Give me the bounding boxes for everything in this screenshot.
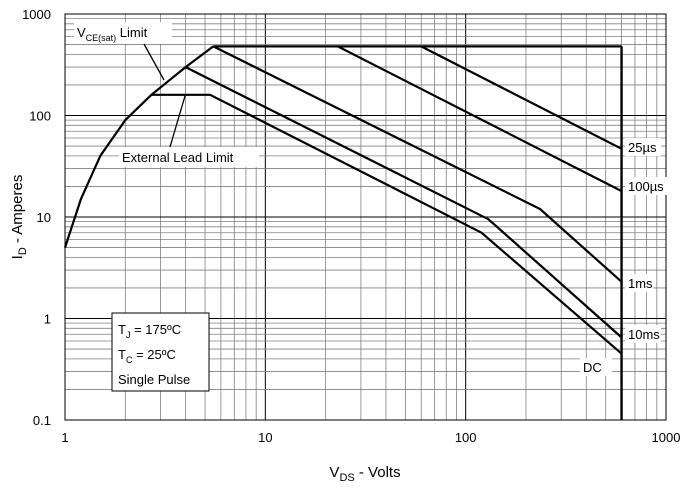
condition-tc: TC = 25ºC: [118, 347, 176, 365]
curve-label: 100µs: [628, 179, 664, 194]
curve-10ms: [185, 66, 623, 339]
curve-label: 10ms: [628, 327, 660, 342]
y-tick-label: 10: [37, 210, 51, 225]
x-axis-title: VDS - Volts: [329, 464, 400, 484]
x-axis-title-sub: DS: [339, 472, 354, 484]
y-axis-title-sub: D: [17, 247, 29, 255]
curve-label-bg: [580, 358, 612, 376]
curve-label-bg: [625, 177, 669, 195]
curve-label-bg: [625, 274, 653, 292]
condition-tj: TJ = 175ºC: [118, 322, 181, 340]
condition-pulse: Single Pulse: [118, 372, 190, 387]
condition-tj-sub: J: [126, 330, 131, 340]
y-tick-label: 0.1: [33, 413, 51, 428]
y-axis-title-rest: - Amperes: [9, 175, 26, 248]
y-axis-title-main: I: [9, 255, 26, 259]
vce-sat-main: V: [77, 25, 86, 40]
y-tick-label: 100: [29, 109, 51, 124]
x-tick-label: 1000: [652, 430, 681, 445]
lead-limit-label: External Lead Limit: [122, 150, 234, 165]
curve-label-group: 25µs 100µs 1ms 10ms DC: [580, 138, 669, 376]
vce-sat-label-bg: [74, 22, 172, 44]
plot-frame: [64, 13, 667, 421]
curve-label: 1ms: [628, 276, 653, 291]
vce-sat-leader: [143, 43, 165, 81]
condition-tc-sub: C: [126, 355, 133, 365]
condition-tj-rest: = 175ºC: [130, 322, 181, 337]
x-axis-title-main: V: [329, 464, 339, 481]
curve-label-bg: [625, 325, 661, 343]
tick-label-group: 1 10 100 1000 0.1 1 10 100 1000: [22, 7, 680, 445]
condition-tc-rest: = 25ºC: [132, 347, 175, 362]
curve-label: DC: [583, 360, 602, 375]
curve-group: [63, 45, 623, 420]
vce-sat-rest: Limit: [116, 25, 147, 40]
y-tick-label: 1: [44, 312, 51, 327]
curve-25s-segment: [420, 45, 623, 150]
vce-sat-sub: CE(sat): [86, 33, 117, 43]
curve-DC: [151, 93, 623, 355]
x-axis-title-rest: - Volts: [355, 464, 401, 481]
x-tick-label: 100: [455, 430, 477, 445]
condition-tj-main: T: [118, 322, 126, 337]
y-axis-title: ID - Amperes: [9, 175, 29, 260]
curve-label-bg: [625, 138, 661, 156]
curve-label: 25µs: [628, 140, 657, 155]
x-tick-label: 1: [61, 430, 68, 445]
x-tick-label: 10: [258, 430, 272, 445]
lead-limit-label-bg: [119, 147, 259, 167]
curve-1ms: [212, 45, 623, 283]
vce-sat-label: VCE(sat) Limit: [77, 25, 148, 43]
y-tick-label: 1000: [22, 7, 51, 22]
conditions-box: [111, 312, 210, 392]
condition-tc-main: T: [118, 347, 126, 362]
curve-100s: [337, 45, 623, 193]
lead-limit-leader: [169, 95, 186, 148]
